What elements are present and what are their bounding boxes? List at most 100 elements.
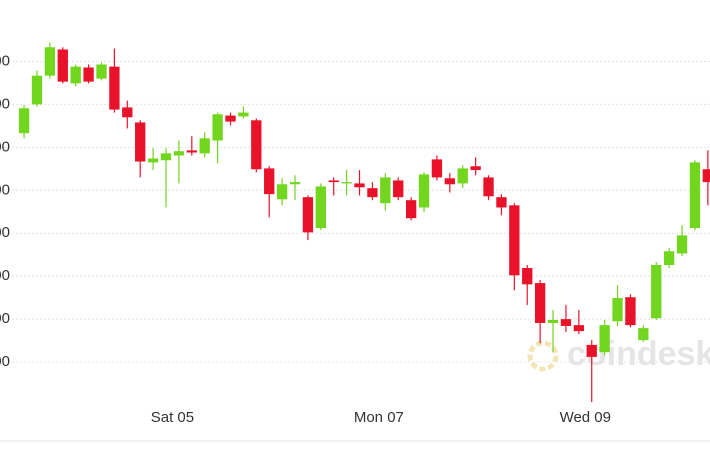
candle xyxy=(676,225,688,256)
candle-body xyxy=(18,108,30,134)
candle xyxy=(135,120,146,178)
candle xyxy=(625,294,636,328)
candle xyxy=(405,197,417,221)
candle-body xyxy=(638,328,649,341)
candle-body xyxy=(444,178,455,185)
y-tick-label: 37,000 xyxy=(0,138,10,155)
y-tick-label: 33,000 xyxy=(0,310,10,327)
candle xyxy=(496,194,507,216)
candle-body xyxy=(547,319,559,323)
candle-body xyxy=(663,251,675,266)
x-tick-label: Wed 09 xyxy=(560,409,611,426)
candle-body xyxy=(367,188,378,198)
candle xyxy=(264,166,275,218)
candle xyxy=(509,203,520,291)
candle-body xyxy=(173,151,185,156)
watermark-logo xyxy=(527,340,559,372)
y-tick-label: 39,000 xyxy=(0,52,10,69)
candle-body xyxy=(586,344,597,357)
candle xyxy=(689,160,701,231)
candle xyxy=(612,285,623,326)
candle xyxy=(560,304,572,332)
candle xyxy=(160,148,172,208)
candle-body xyxy=(302,197,314,233)
candle-body xyxy=(380,177,391,204)
y-tick-label: 36,000 xyxy=(0,181,10,198)
candle xyxy=(289,175,301,201)
watermark: coindesk xyxy=(527,335,710,373)
candle xyxy=(122,100,133,129)
candle xyxy=(573,310,584,335)
candle-body xyxy=(225,115,236,122)
candle-body xyxy=(44,47,56,76)
candle-body xyxy=(109,66,120,110)
candle-body xyxy=(147,158,159,163)
candle xyxy=(444,173,455,193)
candle xyxy=(186,136,197,156)
candle-body xyxy=(534,283,546,323)
candle-body xyxy=(702,169,710,183)
candle-body xyxy=(135,122,146,162)
candle-body xyxy=(612,298,623,322)
candle-body xyxy=(186,150,197,153)
candle-body xyxy=(251,120,262,170)
candle xyxy=(238,106,249,119)
candle xyxy=(457,165,468,189)
candle-body xyxy=(560,319,572,326)
candle-body xyxy=(509,205,520,276)
candle xyxy=(380,173,391,211)
candle-body xyxy=(31,75,43,105)
candle xyxy=(199,132,210,158)
candle xyxy=(354,170,365,196)
candle-body xyxy=(341,182,352,184)
candle xyxy=(586,340,597,402)
candle-body xyxy=(354,183,365,188)
candle xyxy=(547,310,559,353)
candle-body xyxy=(238,112,249,117)
candle xyxy=(31,70,43,107)
candle-body xyxy=(276,184,288,200)
candle-body xyxy=(431,159,443,178)
candle xyxy=(83,64,94,84)
candle-body xyxy=(522,268,533,285)
candle xyxy=(70,64,81,87)
candle xyxy=(638,325,649,342)
y-tick-label: 38,000 xyxy=(0,95,10,112)
candle xyxy=(470,157,481,176)
candle xyxy=(276,178,288,206)
candle-body xyxy=(405,200,417,219)
x-tick-label: Mon 07 xyxy=(354,409,404,426)
candle-body xyxy=(689,162,701,229)
y-tick-label: 34,000 xyxy=(0,267,10,284)
candle-body xyxy=(393,180,404,198)
candle-body xyxy=(573,325,584,332)
candle xyxy=(109,48,120,113)
candle xyxy=(367,182,378,201)
candle xyxy=(212,112,223,164)
y-tick-label: 32,000 xyxy=(0,353,10,370)
candle xyxy=(393,177,404,201)
candle xyxy=(702,150,710,206)
candle xyxy=(663,248,675,269)
candle-body xyxy=(496,197,507,208)
candle-body xyxy=(418,174,430,208)
candle xyxy=(328,177,339,196)
candle xyxy=(18,105,30,139)
candle-body xyxy=(83,67,94,82)
candle xyxy=(315,183,326,231)
candle-body xyxy=(676,235,688,254)
candle xyxy=(44,42,56,79)
candle-body xyxy=(199,138,210,154)
candle xyxy=(534,280,546,344)
candle xyxy=(57,47,68,84)
candle xyxy=(483,175,494,201)
candle-body xyxy=(315,186,326,229)
candle-body xyxy=(457,168,468,184)
candle xyxy=(173,140,185,184)
candle xyxy=(599,319,610,356)
candle-body xyxy=(470,166,481,171)
candle-body xyxy=(212,114,223,141)
candle-body xyxy=(483,177,494,197)
candle xyxy=(225,112,236,126)
candle xyxy=(651,262,662,320)
